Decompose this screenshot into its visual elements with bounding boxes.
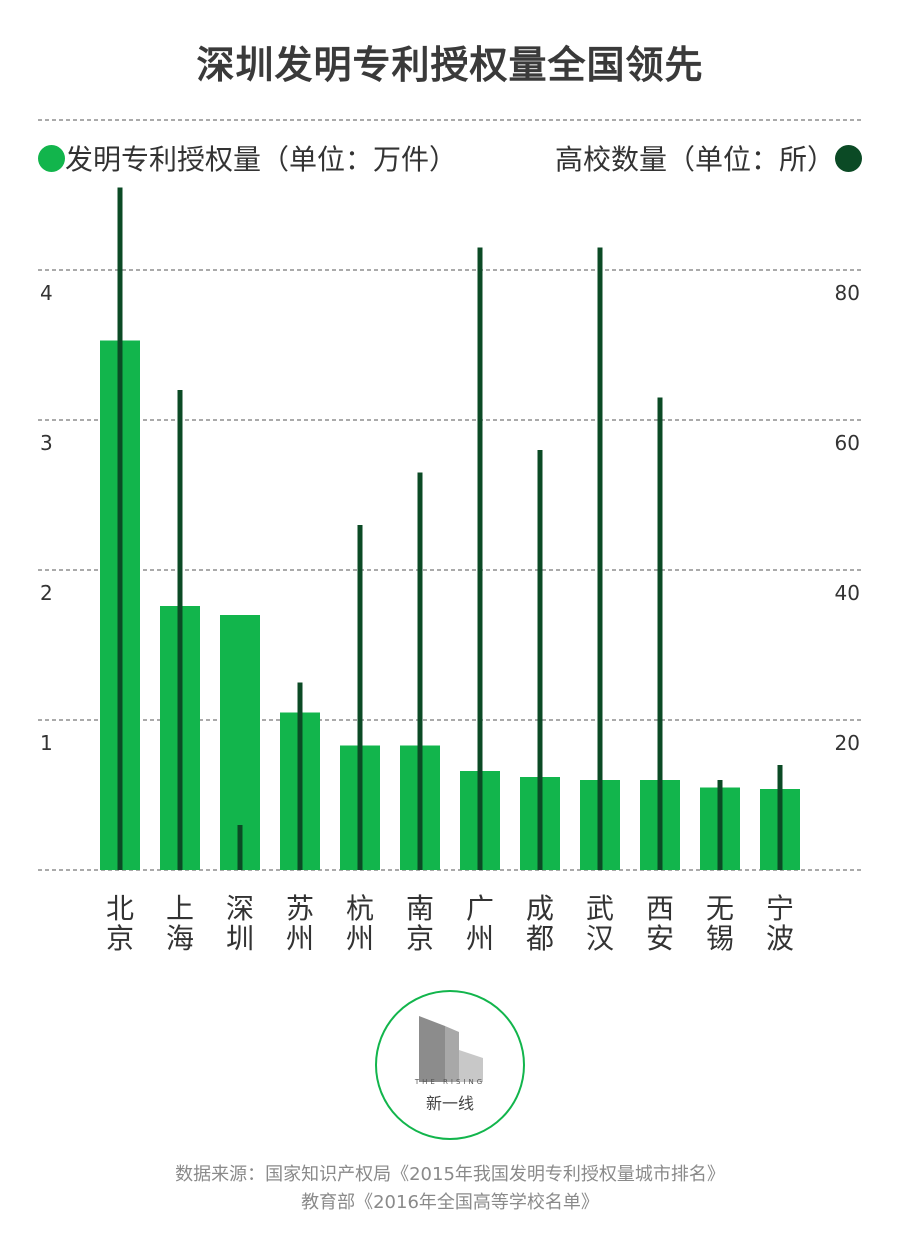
x-tick-label-char: 都 [526, 922, 554, 955]
source-line-1: 数据来源：国家知识产权局《2015年我国发明专利授权量城市排名》 [175, 1164, 725, 1185]
x-tick-label-char: 无 [706, 892, 734, 925]
x-tick-label-char: 北 [106, 892, 134, 925]
x-tick-label-char: 安 [646, 922, 674, 955]
x-tick-label-char: 州 [346, 922, 374, 955]
x-tick-label-char: 宁 [766, 892, 794, 925]
chart-title: 深圳发明专利授权量全国领先 [196, 43, 704, 87]
legend-label-patents: 发明专利授权量（单位：万件） [65, 143, 458, 176]
x-tick-label-char: 苏 [286, 892, 314, 925]
legend-left: 发明专利授权量（单位：万件） [38, 138, 457, 178]
x-tick-label-char: 州 [466, 922, 494, 955]
x-tick-label-char: 京 [106, 922, 134, 955]
y-left-tick-label: 3 [40, 431, 53, 455]
x-tick-label-char: 广 [466, 892, 494, 925]
logo-chinese: 新一线 [425, 1094, 474, 1113]
x-tick-label-char: 圳 [226, 922, 254, 955]
y-left-tick-label: 4 [40, 281, 53, 305]
x-tick-label-char: 杭 [346, 892, 374, 925]
x-tick-label-char: 锡 [706, 922, 734, 955]
x-tick-label-char: 上 [166, 892, 194, 925]
x-tick-label-char: 波 [766, 922, 794, 955]
legend-right: 高校数量（单位：所） [555, 138, 862, 178]
source-line-2: 教育部《2016年全国高等学校名单》 [301, 1192, 599, 1213]
legend-dot-patents [38, 145, 65, 172]
x-tick-label-char: 南 [406, 892, 434, 925]
x-tick-label-char: 西 [646, 892, 674, 925]
y-right-tick-label: 40 [835, 581, 860, 605]
x-tick-label-char: 武 [586, 892, 614, 925]
x-tick-label-char: 成 [526, 892, 554, 925]
logo-english: THE RISING [414, 1078, 486, 1086]
x-tick-label-char: 深 [226, 892, 254, 925]
y-right-tick-label: 80 [835, 281, 860, 305]
legend-dot-universities [835, 145, 862, 172]
y-left-tick-label: 2 [40, 581, 53, 605]
logo-mark [419, 1016, 483, 1082]
x-tick-label-char: 州 [286, 922, 314, 955]
x-tick-label-char: 汉 [586, 922, 614, 955]
x-tick-label-char: 海 [166, 922, 194, 955]
y-left-tick-label: 1 [40, 731, 53, 755]
legend-label-universities: 高校数量（单位：所） [554, 143, 835, 176]
y-right-tick-label: 60 [835, 431, 860, 455]
logo: THE RISING 新一线 [375, 990, 525, 1140]
y-right-tick-label: 20 [835, 731, 860, 755]
x-tick-label-char: 京 [406, 922, 434, 955]
